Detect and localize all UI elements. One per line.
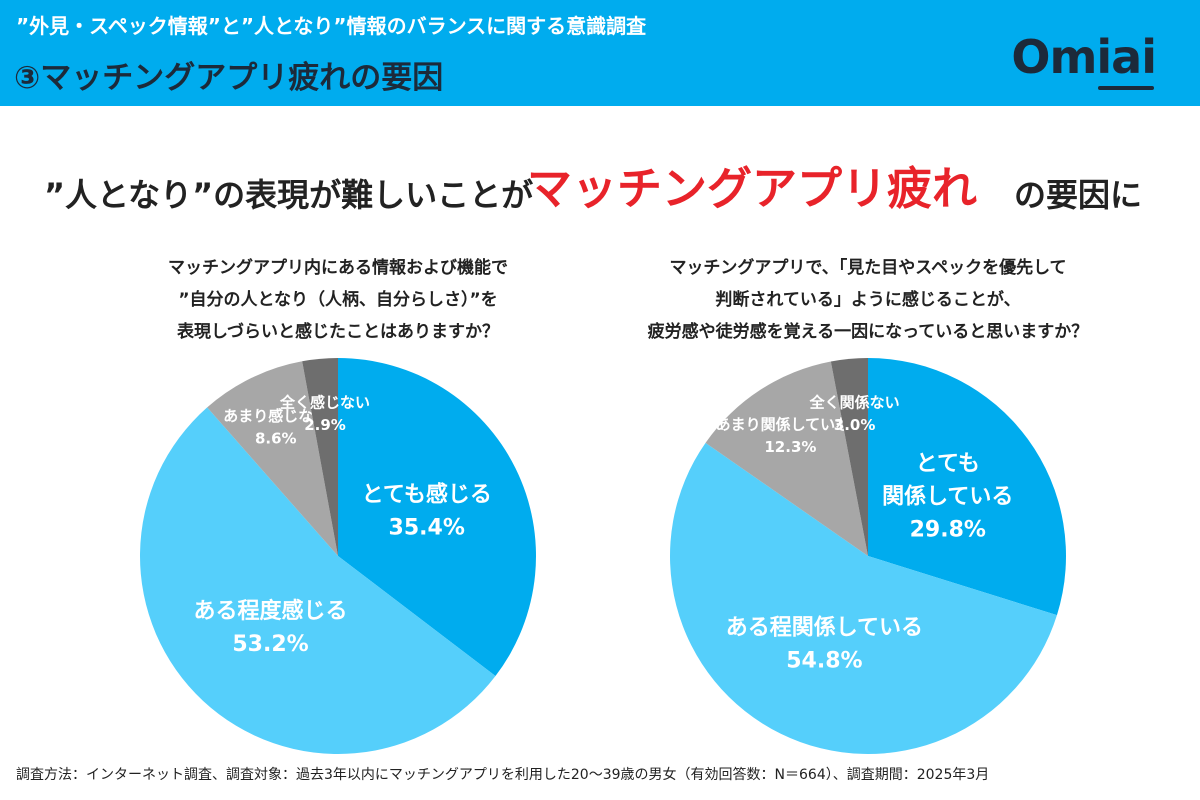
survey-subtitle: ”外見・スペック情報”と”人となり”情報のバランスに関する意識調査 <box>16 14 647 38</box>
slice-value-label: 2.9% <box>304 416 346 434</box>
slice-value-label: 35.4% <box>389 516 465 541</box>
headline: ”人となり”の表現が難しいことが マッチングアプリ疲れ の要因に <box>0 152 1200 222</box>
pie-slice <box>338 358 536 677</box>
logo-underline <box>1098 86 1154 90</box>
pie-slice <box>302 358 338 556</box>
question-right-line: 判断されている」ように感じることが、 <box>715 290 1021 310</box>
slice-value-label: 29.8% <box>910 517 986 542</box>
slice-value-label: 3.0% <box>834 416 876 434</box>
question-right-line: マッチングアプリで、「見た目やスペックを優先して <box>669 258 1067 278</box>
question-left-line: 表現しづらいと感じたことはありますか？ <box>177 322 499 342</box>
pie-chart-left: とても感じる 35.4% ある程度感じる 53.2% あまり感じない 8.6% 全く感じない… <box>139 358 536 755</box>
question-right-line: 疲労感や徒労感を覚える一因になっていると思いますか？ <box>647 322 1089 342</box>
slice-category-label: ある程関係している <box>726 615 923 640</box>
slice-category-label: 全く感じない <box>279 393 370 411</box>
slice-category-label: あまり感じない <box>223 407 328 425</box>
slice-category-label: 関係している <box>882 484 1013 509</box>
page-title: ③マッチングアプリ疲れの要因 <box>14 60 444 96</box>
slice-value-label: 12.3% <box>764 438 816 456</box>
headline-accent: マッチングアプリ疲れ <box>527 162 978 215</box>
slice-value-label: 8.6% <box>255 430 297 448</box>
headline-after: の要因に <box>1014 176 1143 214</box>
pie-slice <box>139 407 496 755</box>
slice-value-label: 54.8% <box>786 648 862 673</box>
pie-slice <box>669 442 1057 755</box>
slice-value-label: 53.2% <box>232 632 308 657</box>
headline-before: ”人となり”の表現が難しいことが <box>44 176 534 214</box>
slice-category-label: とても <box>916 451 980 476</box>
slice-category-label: ある程度感じる <box>194 598 348 624</box>
pie-slice <box>705 361 868 556</box>
pie-slice <box>207 361 338 556</box>
slice-category-label: とても感じる <box>362 482 492 508</box>
question-left-line: マッチングアプリ内にある情報および機能で <box>168 258 508 278</box>
pie-slice <box>868 358 1066 616</box>
slice-category-label: 全く関係ない <box>809 393 900 411</box>
header-banner: ”外見・スペック情報”と”人となり”情報のバランスに関する意識調査 ③マッチング… <box>0 0 1200 106</box>
question-left-line: ”自分の人となり（人柄、自分らしさ）”を <box>178 290 498 310</box>
omiai-logo: Omiai <box>1011 30 1157 84</box>
question-left: マッチングアプリ内にある情報および機能で ”自分の人となり（人柄、自分らしさ）”… <box>78 252 598 348</box>
question-right: マッチングアプリで、「見た目やスペックを優先して 判断されている」ように感じるこ… <box>608 252 1128 348</box>
survey-footnote: 調査方法：インターネット調査、調査対象：過去3年以内にマッチングアプリを利用した… <box>16 767 990 783</box>
pie-slice <box>830 358 868 556</box>
slice-category-label: あまり関係していない <box>716 416 866 434</box>
